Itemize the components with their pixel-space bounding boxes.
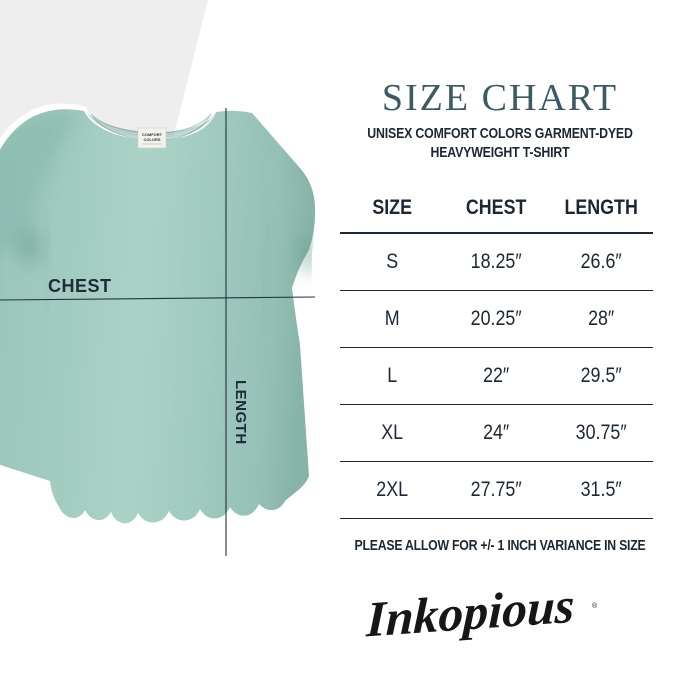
svg-text:Inkopious: Inkopious [365,578,576,648]
svg-text:®: ® [592,602,598,610]
